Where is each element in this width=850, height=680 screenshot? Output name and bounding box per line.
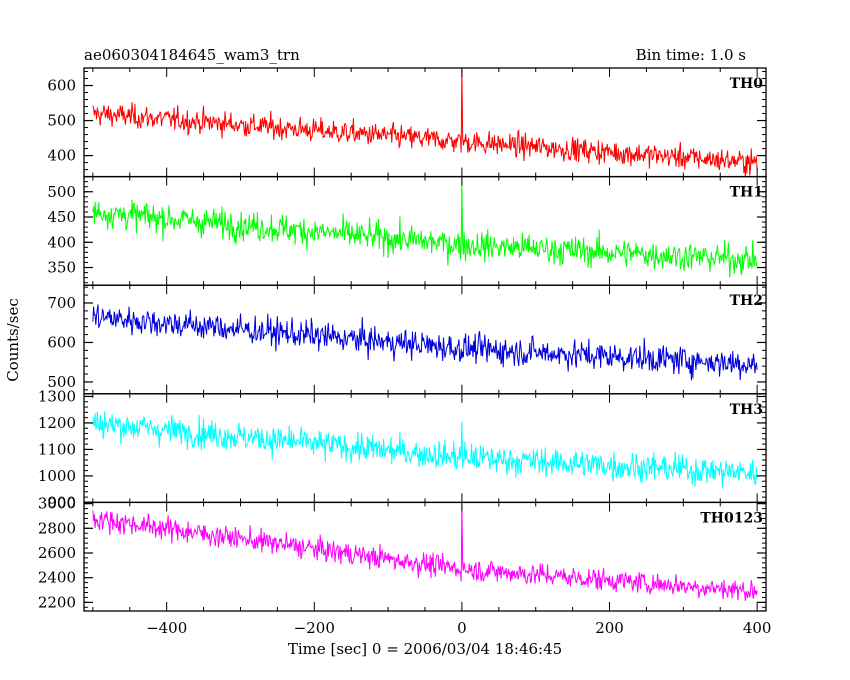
panel-frame [83,501,767,612]
y-tick-label: 500 [47,112,76,130]
x-tick-label: −400 [146,619,187,637]
panel-th0: 400 500 600 TH0 [47,67,767,178]
panel-frame [83,284,767,395]
y-tick-label: 1000 [38,467,76,485]
panel-label-th0123: TH0123 [700,510,763,526]
y-tick-label: 400 [47,233,76,251]
series-line-th3 [92,411,758,488]
series-line-th2 [92,304,758,381]
panel-frame [83,393,767,504]
y-tick-label: 2800 [38,519,76,537]
panels-group: 400 500 600 TH0 350 400 450 500 TH1 500 600 700 TH2 9… [38,67,767,612]
x-tick-label: 200 [595,619,624,637]
y-tick-label: 1200 [38,414,76,432]
panel-label-th2: TH2 [730,293,763,309]
y-tick-label: 1100 [38,440,76,458]
y-tick-label: 400 [47,147,76,165]
panel-th2: 500 600 700 TH2 [47,284,767,395]
y-tick-label: 450 [47,208,76,226]
panel-th3: 900 1000 1100 1200 1300 TH3 [38,387,767,511]
y-tick-label: 350 [47,259,76,277]
series-line-th1 [92,179,758,278]
panel-frame [83,175,767,286]
x-axis-title: Time [sec] 0 = 2006/03/04 18:46:45 [288,640,562,658]
x-axis: −400 −200 0 200 400 [146,619,771,637]
y-tick-label: 500 [47,373,76,391]
y-tick-label: 600 [47,77,76,95]
chart-title-left: ae060304184645_wam3_trn [84,46,300,64]
y-axis-title: Counts/sec [4,298,22,382]
x-tick-label: −200 [294,619,335,637]
panel-label-th3: TH3 [730,402,763,418]
y-tick-label: 3000 [38,495,76,513]
y-tick-label: 2200 [38,593,76,611]
panel-th0123: 2200 2400 2600 2800 3000 TH0123 [38,495,767,612]
y-tick-label: 700 [47,294,76,312]
y-tick-label: 2400 [38,569,76,587]
y-tick-label: 500 [47,183,76,201]
panel-th1: 350 400 450 500 TH1 [47,175,767,286]
y-tick-label: 900 [47,493,76,511]
series-line-th0 [92,68,758,177]
y-tick-label: 1300 [38,387,76,405]
panel-label-th1: TH1 [730,185,763,201]
y-tick-label: 2600 [38,544,76,562]
y-tick-label: 600 [47,333,76,351]
chart-title-right: Bin time: 1.0 s [636,46,746,64]
series-line-th0123 [92,503,758,601]
panel-label-th0: TH0 [730,76,764,92]
x-tick-label: 400 [743,619,772,637]
x-tick-label: 0 [457,619,467,637]
